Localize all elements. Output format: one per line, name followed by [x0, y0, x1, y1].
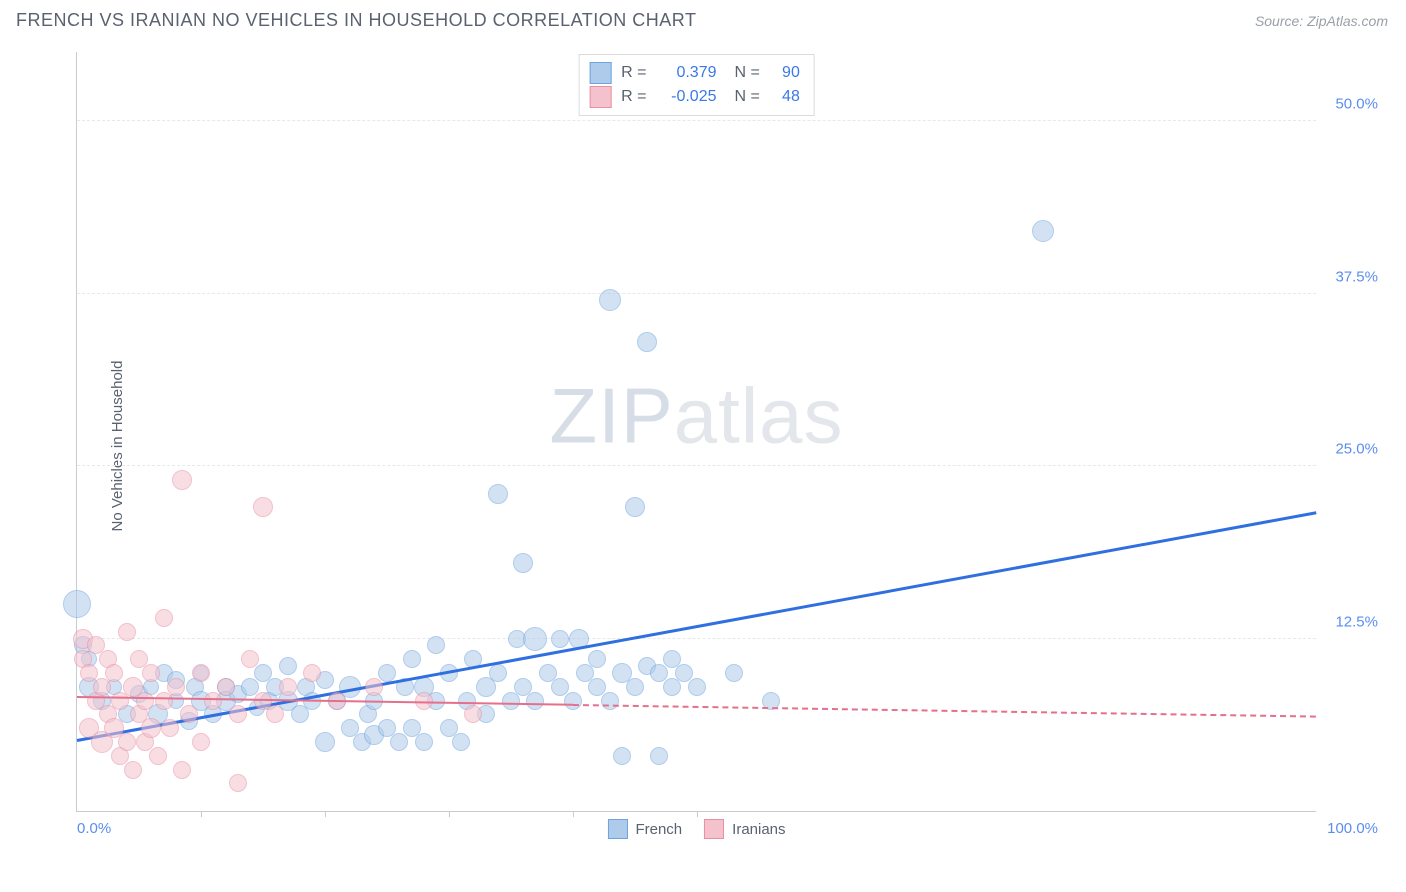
x-tick: [449, 811, 451, 817]
r-value: -0.025: [657, 85, 717, 109]
correlation-legend: R = 0.379 N = 90 R = -0.025 N = 48: [578, 54, 815, 116]
data-point: [303, 664, 321, 682]
data-point: [488, 484, 508, 504]
series-legend: French Iranians: [607, 819, 785, 839]
data-point: [588, 650, 606, 668]
gridline: [77, 638, 1316, 639]
legend-item: French: [607, 819, 682, 839]
corr-legend-row: R = -0.025 N = 48: [589, 85, 800, 109]
data-point: [192, 664, 210, 682]
data-point: [180, 705, 198, 723]
data-point: [725, 664, 743, 682]
data-point: [613, 747, 631, 765]
watermark: ZIPatlas: [549, 371, 843, 462]
data-point: [415, 733, 433, 751]
r-label: R =: [621, 85, 646, 109]
data-point: [365, 678, 383, 696]
data-point: [599, 289, 621, 311]
data-point: [124, 761, 142, 779]
data-point: [502, 692, 520, 710]
n-value: 90: [770, 61, 800, 85]
data-point: [229, 705, 247, 723]
data-point: [564, 692, 582, 710]
data-point: [93, 678, 111, 696]
data-point: [688, 678, 706, 696]
data-point: [489, 664, 507, 682]
scatter-plot: ZIPatlas R =0.379N =90R =-0.025N =48 Fre…: [76, 52, 1316, 812]
data-point: [551, 630, 569, 648]
data-point: [625, 497, 645, 517]
data-point: [464, 705, 482, 723]
gridline: [77, 465, 1316, 466]
y-tick-label: 37.5%: [1335, 268, 1378, 285]
data-point: [167, 678, 185, 696]
data-point: [155, 609, 173, 627]
data-point: [663, 678, 681, 696]
r-value: 0.379: [657, 61, 717, 85]
legend-swatch: [589, 86, 611, 108]
data-point: [136, 692, 154, 710]
x-tick: [697, 811, 699, 817]
data-point: [229, 774, 247, 792]
n-value: 48: [770, 85, 800, 109]
data-point: [390, 733, 408, 751]
legend-swatch: [704, 819, 724, 839]
data-point: [291, 705, 309, 723]
data-point: [513, 553, 533, 573]
corr-legend-row: R = 0.379 N = 90: [589, 61, 800, 85]
data-point: [241, 650, 259, 668]
x-tick: [201, 811, 203, 817]
n-label: N =: [735, 85, 760, 109]
data-point: [204, 692, 222, 710]
data-point: [266, 705, 284, 723]
gridline: [77, 120, 1316, 121]
data-point: [626, 678, 644, 696]
legend-swatch: [589, 62, 611, 84]
x-tick: [325, 811, 327, 817]
chart-area: No Vehicles in Household ZIPatlas R =0.3…: [40, 40, 1388, 852]
data-point: [141, 718, 161, 738]
data-point: [161, 719, 179, 737]
legend-label: French: [635, 821, 682, 838]
data-point: [526, 692, 544, 710]
data-point: [149, 747, 167, 765]
data-point: [403, 650, 421, 668]
source-label: Source: ZipAtlas.com: [1255, 13, 1388, 29]
data-point: [172, 470, 192, 490]
data-point: [118, 623, 136, 641]
x-max-label: 100.0%: [1327, 820, 1378, 837]
data-point: [523, 627, 547, 651]
data-point: [427, 636, 445, 654]
legend-item: Iranians: [704, 819, 785, 839]
data-point: [637, 332, 657, 352]
data-point: [118, 733, 136, 751]
data-point: [315, 732, 335, 752]
r-label: R =: [621, 61, 646, 85]
y-tick-label: 12.5%: [1335, 613, 1378, 630]
data-point: [192, 733, 210, 751]
data-point: [279, 657, 297, 675]
data-point: [279, 678, 297, 696]
x-min-label: 0.0%: [77, 820, 111, 837]
legend-label: Iranians: [732, 821, 785, 838]
n-label: N =: [735, 61, 760, 85]
data-point: [155, 692, 173, 710]
y-tick-label: 25.0%: [1335, 441, 1378, 458]
legend-swatch: [607, 819, 627, 839]
data-point: [142, 664, 160, 682]
data-point: [105, 664, 123, 682]
data-point: [217, 678, 235, 696]
y-tick-label: 50.0%: [1335, 96, 1378, 113]
chart-title: FRENCH VS IRANIAN NO VEHICLES IN HOUSEHO…: [16, 10, 696, 31]
data-point: [1032, 220, 1054, 242]
data-point: [253, 497, 273, 517]
data-point: [63, 590, 91, 618]
data-point: [650, 747, 668, 765]
data-point: [452, 733, 470, 751]
gridline: [77, 293, 1316, 294]
data-point: [601, 692, 619, 710]
trend-line: [573, 704, 1316, 718]
x-tick: [573, 811, 575, 817]
data-point: [173, 761, 191, 779]
